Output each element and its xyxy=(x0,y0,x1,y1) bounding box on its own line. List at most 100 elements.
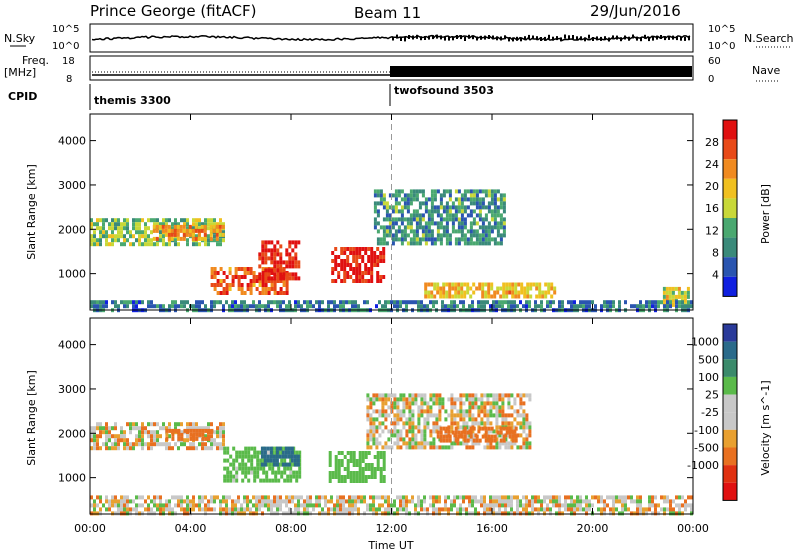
heatmap-cell xyxy=(376,221,380,226)
heatmap-cell xyxy=(174,304,177,309)
colorbar-tick-label: 25 xyxy=(705,389,719,402)
velocity-ylabel: Slant Range [km] xyxy=(25,370,38,466)
search-noise-mark xyxy=(400,37,402,41)
heatmap-cell xyxy=(648,507,651,512)
heatmap-cell xyxy=(540,304,543,309)
heatmap-cell xyxy=(114,300,117,305)
heatmap-cell xyxy=(99,426,102,431)
heatmap-cell xyxy=(390,405,394,410)
heatmap-cell xyxy=(96,304,99,309)
heatmap-cell xyxy=(433,221,437,226)
heatmap-cell xyxy=(210,218,213,223)
heatmap-cell xyxy=(438,511,441,516)
heatmap-cell xyxy=(573,503,576,508)
heatmap-cell xyxy=(312,304,315,309)
heatmap-cell xyxy=(513,441,517,446)
heatmap-cell xyxy=(346,463,350,467)
heatmap-cell xyxy=(279,276,283,281)
heatmap-cell xyxy=(343,271,347,275)
heatmap-cell xyxy=(358,459,362,463)
heatmap-cell xyxy=(445,221,449,226)
heatmap-cell xyxy=(411,429,415,434)
heatmap-cell xyxy=(223,446,227,451)
heatmap-cell xyxy=(516,413,520,418)
heatmap-cell xyxy=(489,445,493,450)
heatmap-cell xyxy=(408,397,412,402)
heatmap-cell xyxy=(504,437,508,442)
heatmap-cell xyxy=(463,221,467,226)
heatmap-cell xyxy=(686,290,690,295)
heatmap-cell xyxy=(340,251,344,255)
heatmap-cell xyxy=(459,503,462,508)
heatmap-cell xyxy=(355,275,359,279)
heatmap-cell xyxy=(399,437,403,442)
heatmap-cell xyxy=(490,286,494,291)
heatmap-cell xyxy=(228,287,232,291)
heatmap-cell xyxy=(448,193,452,198)
heatmap-cell xyxy=(382,197,386,202)
heatmap-cell xyxy=(408,511,411,516)
heatmap-cell xyxy=(522,441,526,446)
heatmap-cell xyxy=(439,426,443,431)
heatmap-cell xyxy=(414,401,418,406)
heatmap-cell xyxy=(430,294,434,299)
heatmap-cell xyxy=(373,201,377,206)
heatmap-cell xyxy=(235,478,239,483)
heatmap-cell xyxy=(186,499,189,504)
heatmap-cell xyxy=(141,511,144,516)
heatmap-cell xyxy=(457,221,461,226)
heatmap-cell xyxy=(687,304,690,309)
heatmap-cell xyxy=(526,290,530,295)
heatmap-cell xyxy=(501,409,505,414)
heatmap-cell xyxy=(354,503,357,508)
heatmap-cell xyxy=(294,256,298,261)
heatmap-cell xyxy=(290,450,294,455)
heatmap-cell xyxy=(588,503,591,508)
heatmap-cell xyxy=(433,237,437,242)
heatmap-cell xyxy=(534,507,537,512)
heatmap-cell xyxy=(366,445,370,450)
heatmap-cell xyxy=(657,503,660,508)
heatmap-cell xyxy=(465,507,468,512)
heatmap-cell xyxy=(415,225,419,230)
heatmap-cell xyxy=(114,503,117,508)
heatmap-cell xyxy=(296,462,300,467)
heatmap-cell xyxy=(114,304,117,309)
heatmap-cell xyxy=(309,503,312,508)
heatmap-cell xyxy=(375,429,379,434)
heatmap-cell xyxy=(203,224,207,229)
search-noise-mark xyxy=(508,37,510,42)
heatmap-cell xyxy=(660,300,663,305)
heatmap-cell xyxy=(448,233,452,238)
heatmap-cell xyxy=(424,205,428,210)
heatmap-cell xyxy=(285,252,289,257)
heatmap-cell xyxy=(402,503,405,508)
heatmap-cell xyxy=(252,511,255,516)
heatmap-cell xyxy=(508,282,512,287)
heatmap-cell xyxy=(372,433,376,438)
heatmap-cell xyxy=(364,463,368,467)
search-noise-mark xyxy=(512,37,514,42)
heatmap-cell xyxy=(522,393,526,398)
heatmap-cell xyxy=(588,499,591,504)
heatmap-cell xyxy=(558,511,561,516)
heatmap-cell xyxy=(454,209,458,214)
heatmap-cell xyxy=(439,438,443,443)
heatmap-cell xyxy=(582,499,585,504)
heatmap-cell xyxy=(528,425,532,430)
heatmap-cell xyxy=(216,426,219,431)
heatmap-cell xyxy=(204,218,207,223)
heatmap-cell xyxy=(186,238,189,243)
heatmap-cell xyxy=(427,237,431,242)
heatmap-cell xyxy=(481,290,485,295)
heatmap-cell xyxy=(354,507,357,512)
heatmap-cell xyxy=(487,290,491,295)
heatmap-cell xyxy=(544,290,548,295)
heatmap-cell xyxy=(447,445,451,450)
heatmap-cell xyxy=(153,511,156,516)
heatmap-cell xyxy=(486,441,490,446)
heatmap-cell xyxy=(648,503,651,508)
heatmap-cell xyxy=(499,193,503,198)
heatmap-cell xyxy=(486,413,490,418)
heatmap-cell xyxy=(222,271,226,275)
